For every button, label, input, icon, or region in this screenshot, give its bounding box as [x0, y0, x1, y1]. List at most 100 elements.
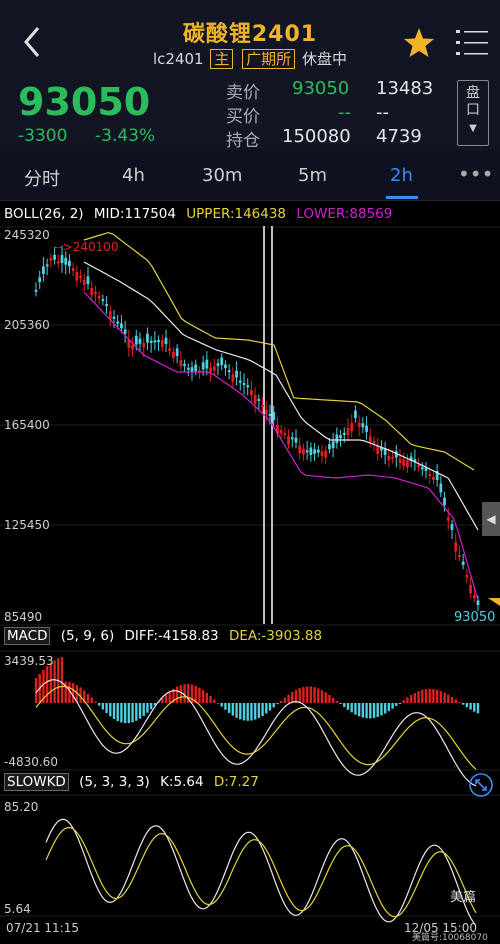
macd-bar [435, 689, 439, 703]
candle [168, 348, 172, 351]
candle [376, 445, 380, 455]
candle [183, 363, 186, 366]
macd-bar [461, 703, 465, 705]
kd-axis-top: 85.20 [4, 800, 39, 814]
macd-bar [335, 700, 339, 703]
candle [64, 257, 68, 265]
candle [90, 288, 94, 295]
candle [283, 433, 287, 436]
candle [302, 448, 305, 455]
macd-bar [313, 687, 316, 703]
candle [365, 425, 368, 432]
tab-30m[interactable]: 30m [202, 165, 243, 186]
macd-bar [90, 697, 93, 703]
macd-bar [227, 703, 231, 713]
macd-bar [421, 689, 424, 703]
candle [209, 367, 212, 372]
macd-bar [216, 702, 220, 704]
macd-bar [265, 703, 268, 714]
candle [257, 398, 261, 401]
macd-bar [294, 689, 298, 703]
tab-4h[interactable]: 4h [122, 165, 145, 186]
back-icon[interactable] [14, 22, 50, 62]
macd-bar [350, 703, 353, 713]
side-panel-toggle-icon[interactable]: ◀ [482, 502, 500, 536]
macd-bar [357, 703, 361, 717]
candle [435, 471, 439, 480]
candle [342, 432, 346, 435]
candle [86, 276, 90, 284]
candle [313, 449, 316, 454]
boll-mid: MID:117504 [93, 206, 176, 222]
macd-name[interactable]: MACD [4, 627, 51, 645]
macd-bar [465, 703, 469, 708]
price-change: -3300 [18, 126, 68, 146]
buy-volume: -- [376, 102, 389, 123]
watermark-brand: 美篇 [450, 890, 477, 905]
contract-subtitle: lc2401 主 广期所 休盘中 [0, 48, 500, 69]
candle [409, 456, 413, 462]
tab-timeshare[interactable]: 分时 [24, 169, 60, 190]
macd-bar [291, 692, 294, 703]
macd-bar [276, 703, 279, 705]
order-book-button[interactable]: 盘 口 ▼ [457, 80, 489, 146]
candle [328, 444, 331, 450]
time-axis-end: 12/05 15:00 [404, 921, 477, 935]
more-icon[interactable]: ••• [458, 162, 494, 186]
macd-bar [127, 703, 131, 724]
period-tabs [0, 150, 500, 201]
macd-bar [424, 689, 428, 703]
candle [38, 277, 42, 282]
candle [164, 337, 168, 344]
macd-bar [380, 703, 383, 716]
macd-bar [365, 703, 368, 719]
macd-bar [302, 686, 305, 703]
candle [432, 477, 435, 480]
macd-bar [354, 703, 357, 715]
star-icon[interactable] [402, 26, 436, 60]
macd-bar [187, 684, 190, 703]
candle [212, 366, 216, 371]
macd-bar [64, 681, 67, 703]
macd-bar [257, 703, 261, 719]
macd-bar [239, 703, 242, 720]
macd-bar [112, 703, 116, 719]
page-title: 碳酸锂2401 [182, 22, 318, 47]
candle [149, 340, 153, 343]
candle [324, 450, 328, 458]
order-book-label: 盘 口 [466, 85, 480, 118]
candle [253, 395, 257, 404]
candle [398, 458, 402, 464]
macd-bar [395, 703, 398, 706]
candle [49, 258, 53, 261]
macd-bar [383, 703, 387, 714]
expand-icon[interactable] [468, 772, 494, 798]
macd-bar [309, 686, 313, 703]
candle [131, 345, 134, 350]
macd-bar [372, 703, 376, 718]
price-change-percent: -3.43% [95, 126, 156, 146]
main-tag: 主 [210, 49, 234, 69]
kd-axis-bottom: 5.64 [4, 902, 31, 916]
candle [305, 450, 309, 453]
candle [190, 367, 194, 372]
macd-bar [458, 702, 461, 704]
macd-bar [406, 697, 409, 703]
candle [42, 266, 45, 274]
slowkd-name[interactable]: SLOWKD [4, 773, 69, 791]
slowkd-params: (5, 3, 3, 3) [79, 774, 150, 790]
macd-bar [190, 684, 194, 703]
tab-5m[interactable]: 5m [298, 165, 327, 186]
macd-bar [287, 694, 290, 703]
menu-icon[interactable] [456, 28, 490, 58]
macd-bar [443, 692, 446, 703]
macd-bar [175, 686, 179, 703]
boll-legend: BOLL(26, 2) MID:117504 UPPER:146438 LOWE… [4, 206, 392, 222]
candle [346, 428, 350, 435]
candle [79, 276, 82, 278]
tab-2h[interactable]: 2h [390, 165, 413, 186]
macd-bar [60, 657, 64, 703]
candle [101, 299, 105, 302]
candle [68, 260, 71, 267]
